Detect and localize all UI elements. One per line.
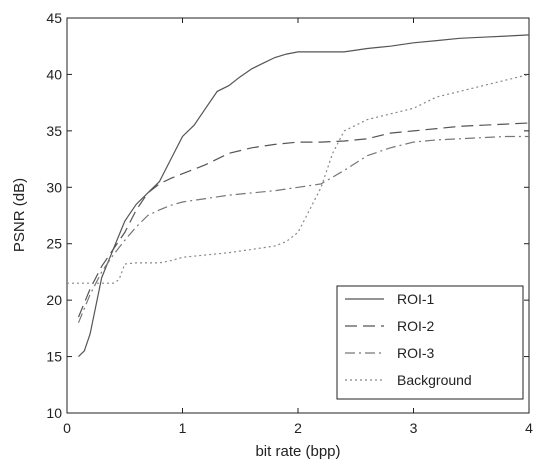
legend-label-background: Background xyxy=(397,372,472,388)
x-axis-label: bit rate (bpp) xyxy=(255,443,340,460)
y-tick-label: 40 xyxy=(46,66,62,82)
legend-items: ROI-1 ROI-2 ROI-3 Background xyxy=(345,291,472,388)
x-tick-label: 2 xyxy=(294,420,302,436)
y-tick-label: 35 xyxy=(46,123,62,139)
axis-ticks xyxy=(66,17,530,414)
series-line-roi-2 xyxy=(77,122,530,318)
x-tick-label: 4 xyxy=(525,420,533,436)
legend-label-roi-1: ROI-1 xyxy=(397,291,435,307)
series-layer xyxy=(67,34,530,358)
y-tick-label: 25 xyxy=(46,236,62,252)
y-tick-label: 15 xyxy=(46,349,62,365)
x-tick-label: 3 xyxy=(410,420,418,436)
tick-labels: 0 1 2 3 4 10 15 20 25 30 35 40 45 xyxy=(46,10,533,436)
y-axis-label: PSNR (dB) xyxy=(11,178,28,252)
x-tick-label: 0 xyxy=(63,420,71,436)
legend-label-roi-2: ROI-2 xyxy=(397,318,435,334)
series-line-roi-1 xyxy=(78,34,530,358)
y-tick-label: 10 xyxy=(46,405,62,421)
y-tick-label: 30 xyxy=(46,179,62,195)
legend-label-roi-3: ROI-3 xyxy=(397,345,435,361)
legend-box xyxy=(336,285,524,400)
legend: ROI-1 ROI-2 ROI-3 Background xyxy=(336,285,524,400)
y-tick-label: 45 xyxy=(46,10,62,26)
x-tick-label: 1 xyxy=(179,420,187,436)
series-line-roi-3 xyxy=(77,135,529,323)
series-line-background xyxy=(67,73,530,284)
y-tick-label: 20 xyxy=(46,292,62,308)
